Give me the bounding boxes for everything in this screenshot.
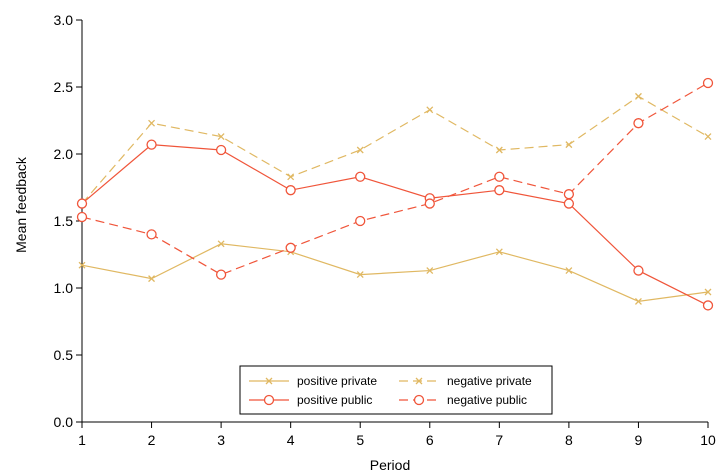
data-point — [704, 133, 712, 141]
data-point — [633, 118, 644, 129]
data-point — [702, 300, 714, 311]
data-point — [356, 146, 364, 154]
x-tick-label: 4 — [287, 432, 295, 448]
x-tick-label: 7 — [495, 432, 503, 448]
y-axis-title: Mean feedback — [13, 156, 29, 253]
data-point — [287, 173, 295, 181]
legend-item-positive-private: positive private — [249, 374, 377, 388]
data-point — [215, 269, 227, 280]
data-point — [495, 146, 503, 154]
data-point — [355, 215, 366, 227]
legend-item-positive-public: positive public — [249, 393, 372, 407]
data-point — [563, 189, 575, 200]
series-negative-public — [76, 77, 714, 280]
data-point — [285, 185, 296, 196]
legend-marker — [263, 394, 275, 406]
data-point — [76, 211, 88, 223]
y-tick-label: 3.0 — [54, 12, 74, 28]
data-point — [495, 248, 503, 256]
y-tick-label: 0.5 — [54, 347, 74, 363]
legend-marker — [265, 377, 273, 385]
series-layer — [76, 77, 714, 311]
data-point — [355, 171, 366, 182]
axes: 0.0 0.5 1.0 1.5 2.0 2.5 3.0 1 2 3 4 5 6 7 8 9 10 — [54, 12, 716, 448]
data-point — [494, 171, 505, 182]
legend-item-negative-private: negative private — [399, 374, 532, 388]
data-point — [702, 77, 714, 89]
x-tick-label: 5 — [356, 432, 364, 448]
x-tick-label: 6 — [426, 432, 434, 448]
legend-marker — [415, 377, 423, 385]
y-tick-label: 2.0 — [54, 146, 74, 162]
legend-label: negative public — [447, 393, 527, 407]
series-line-negative-public — [81, 82, 709, 276]
series-line-positive-private — [81, 243, 709, 303]
data-point — [215, 144, 227, 156]
data-point — [633, 265, 644, 276]
legend-box — [239, 365, 553, 415]
legend: positive private negative private positive… — [239, 365, 553, 415]
data-point — [148, 119, 156, 127]
series-line-negative-private — [81, 95, 709, 204]
data-point — [426, 106, 434, 114]
data-point — [565, 141, 573, 149]
series-positive-public — [76, 139, 714, 311]
x-tick-label: 3 — [217, 432, 225, 448]
y-tick-label: 2.5 — [54, 79, 74, 95]
data-point — [634, 297, 642, 305]
series-line-positive-public — [81, 144, 709, 306]
y-tick-label: 0.0 — [54, 414, 74, 430]
data-point — [565, 267, 573, 275]
data-point — [634, 92, 642, 100]
data-point — [146, 229, 157, 240]
series-positive-private — [78, 240, 712, 305]
data-point — [563, 198, 575, 209]
data-point — [356, 271, 364, 279]
x-tick-label: 10 — [700, 432, 716, 448]
legend-item-negative-public: negative public — [399, 393, 527, 407]
data-point — [424, 198, 435, 209]
data-point — [217, 133, 225, 141]
legend-label: positive public — [297, 393, 372, 407]
legend-marker — [413, 394, 425, 406]
y-tick-label: 1.5 — [54, 213, 74, 229]
y-tick-label: 1.0 — [54, 280, 74, 296]
data-point — [217, 240, 225, 248]
x-tick-label: 8 — [565, 432, 573, 448]
x-axis-title: Period — [370, 457, 410, 473]
x-tick-label: 2 — [148, 432, 156, 448]
data-point — [146, 139, 157, 150]
x-tick-label: 1 — [78, 432, 86, 448]
data-point — [78, 261, 86, 269]
data-point — [76, 198, 88, 209]
legend-label: negative private — [447, 374, 532, 388]
data-point — [704, 288, 712, 296]
series-negative-private — [78, 92, 712, 208]
x-tick-label: 9 — [635, 432, 643, 448]
data-point — [148, 275, 156, 283]
legend-label: positive private — [297, 374, 377, 388]
data-point — [494, 185, 505, 196]
data-point — [426, 267, 434, 275]
data-point — [285, 242, 296, 253]
